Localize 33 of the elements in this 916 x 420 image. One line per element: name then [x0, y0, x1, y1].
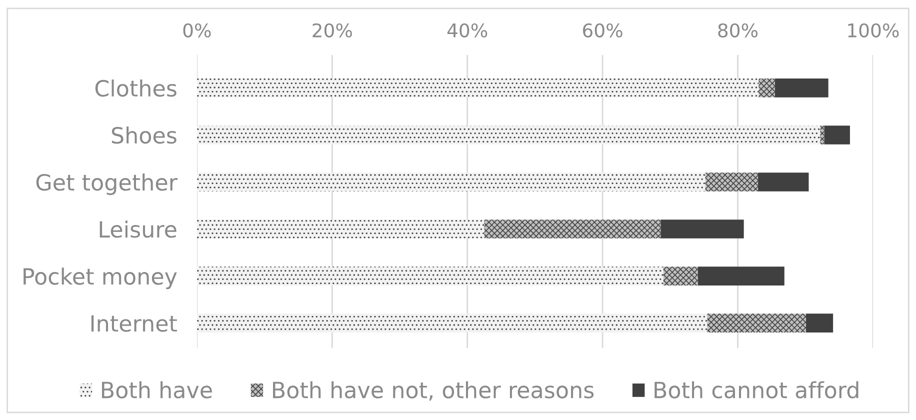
legend-label: Both have	[102, 381, 212, 398]
bar	[707, 314, 806, 332]
y-tick-label: Leisure	[100, 220, 176, 238]
bar	[196, 172, 706, 192]
bar	[196, 78, 759, 98]
bar	[758, 172, 809, 192]
bar	[774, 78, 828, 98]
x-tick-label: 100%	[848, 23, 899, 38]
bar	[806, 314, 834, 332]
bar	[196, 266, 664, 286]
x-tick-label: 80%	[718, 23, 758, 38]
bar	[758, 78, 775, 98]
bar	[660, 220, 744, 238]
bar	[820, 126, 824, 144]
bar	[484, 220, 661, 238]
y-tick-label: Internet	[91, 315, 177, 332]
bar	[663, 266, 698, 286]
x-tick-label: 60%	[583, 23, 622, 38]
bar	[824, 126, 850, 144]
bar	[196, 314, 708, 332]
bar	[705, 172, 758, 192]
y-tick-label: Shoes	[112, 126, 176, 144]
legend-label: Both cannot afford	[654, 381, 858, 398]
legend-label: Both have not, other reasons	[273, 381, 594, 401]
bar	[698, 266, 784, 286]
y-tick-label: Clothes	[95, 80, 176, 97]
y-tick-label: Pocket money	[24, 268, 177, 290]
bar	[196, 220, 484, 238]
x-tick-label: 40%	[447, 23, 488, 38]
x-tick-label: 20%	[312, 23, 352, 38]
x-tick-label: 0%	[183, 23, 211, 38]
bar	[196, 126, 820, 144]
y-tick-label: Get together	[36, 174, 178, 196]
